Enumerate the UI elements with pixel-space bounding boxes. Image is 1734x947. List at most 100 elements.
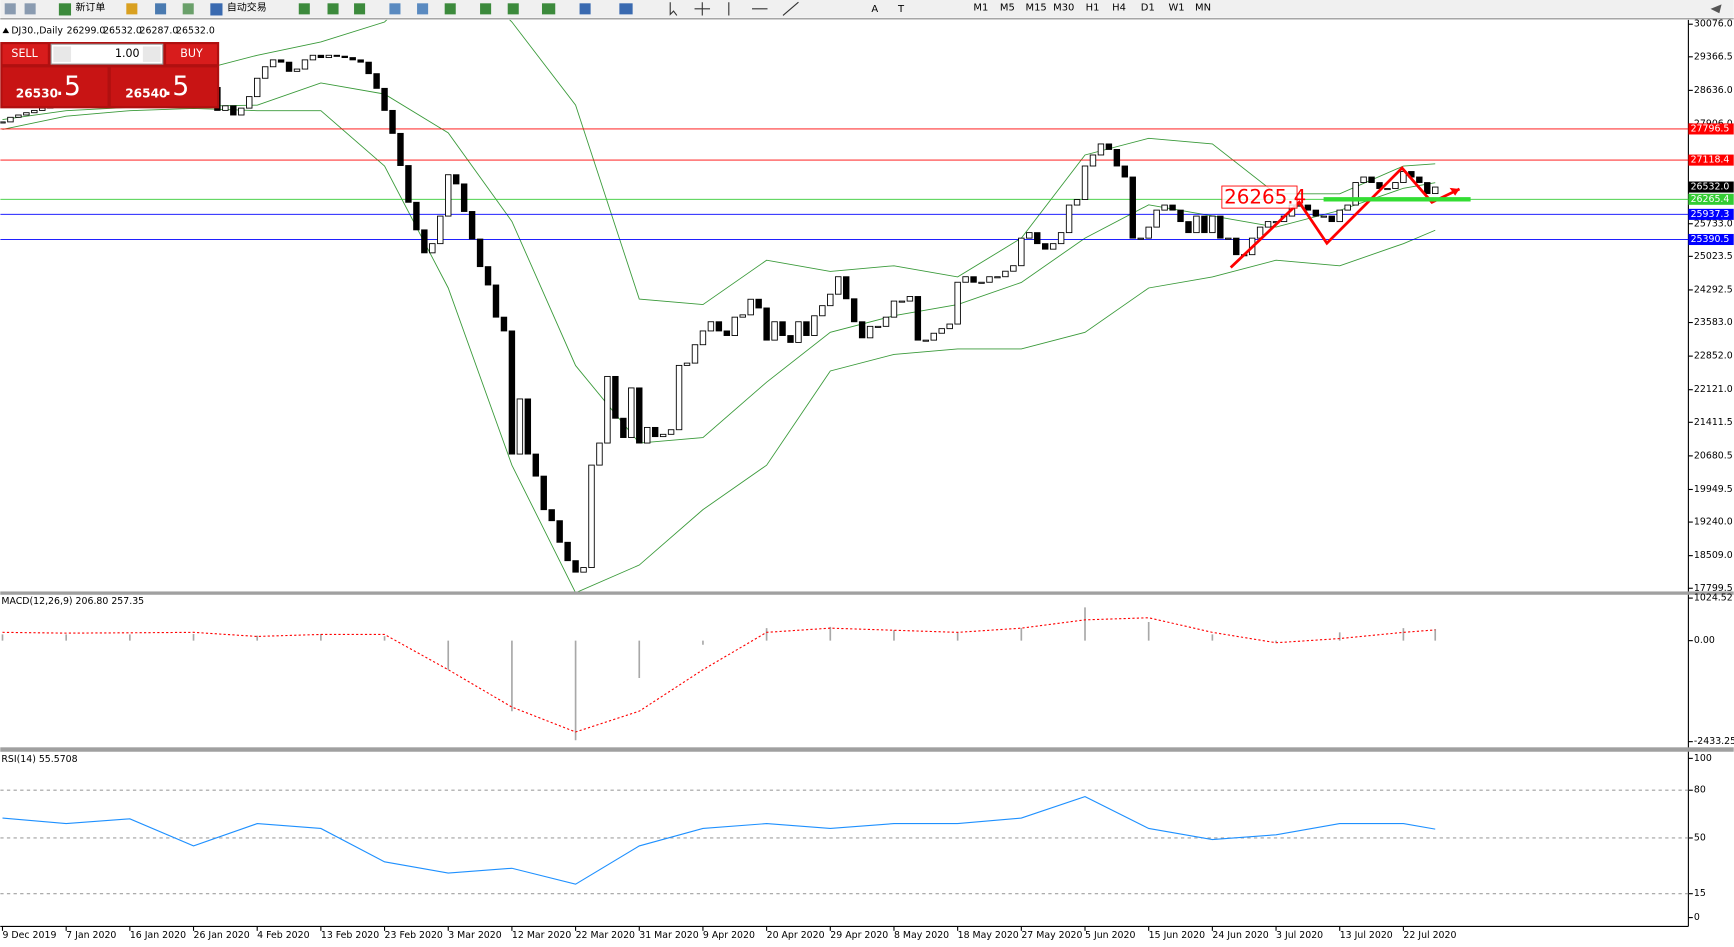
draw-icons[interactable] (728, 1, 799, 16)
level-label-bg (1688, 208, 1734, 220)
x-tick-label: 20 Apr 2020 (767, 930, 825, 941)
lot-input[interactable] (50, 43, 164, 65)
timeframe[interactable]: M1 (973, 3, 988, 14)
candle (946, 323, 953, 330)
y-tick-label: 0 (1694, 912, 1700, 923)
candle (803, 321, 810, 336)
candle (317, 54, 325, 59)
candle (1424, 182, 1431, 195)
timeframe[interactable]: M5 (1000, 3, 1015, 14)
lot-value[interactable]: 1.00 (115, 47, 140, 60)
candle (620, 417, 627, 438)
buy-price[interactable]: 26540 (125, 86, 167, 100)
icon[interactable] (24, 3, 36, 15)
candle (1065, 204, 1073, 234)
text-tool[interactable]: A (871, 4, 878, 15)
timeframe[interactable]: MN (1195, 3, 1211, 14)
ohlc-open: 26299.0 (67, 25, 106, 36)
candle (1193, 215, 1200, 234)
buy-button[interactable] (166, 44, 217, 65)
x-tick-label: 31 Mar 2020 (639, 930, 698, 941)
candle (476, 238, 484, 268)
icon[interactable] (354, 3, 366, 15)
buy-price-box[interactable] (110, 67, 217, 107)
candle (1010, 265, 1017, 272)
x-tick-label: 26 Jan 2020 (194, 930, 250, 941)
icon[interactable] (298, 3, 310, 15)
level-label-bg (1688, 193, 1734, 205)
candle (644, 426, 651, 444)
timeframe[interactable]: H1 (1086, 3, 1100, 14)
timeframe[interactable]: H4 (1112, 3, 1126, 14)
candle (413, 201, 420, 231)
auto-trading-icon[interactable] (210, 3, 223, 16)
panel-separator (0, 591, 1734, 595)
sell-label[interactable]: SELL (11, 47, 38, 60)
candle (437, 215, 444, 245)
lot-down[interactable] (53, 46, 72, 62)
y-tick-label: 30076.0 (1694, 19, 1733, 30)
cursor-icon[interactable] (669, 2, 678, 16)
crosshair-icon[interactable] (694, 2, 711, 16)
sell-price[interactable]: 26530 (16, 86, 58, 100)
candle (1026, 232, 1033, 239)
candle (1209, 215, 1216, 234)
candle (230, 105, 237, 116)
auto-trading[interactable]: 自动交易 (227, 1, 267, 14)
icon[interactable] (507, 3, 519, 15)
macd-plot (1, 607, 1437, 741)
x-tick-label: 22 Jul 2020 (1403, 930, 1456, 941)
candle (0, 121, 6, 124)
candle (500, 316, 508, 332)
timeframe[interactable]: M15 (1026, 3, 1047, 14)
icon[interactable] (182, 3, 194, 15)
icon[interactable] (480, 3, 492, 15)
candle (1177, 209, 1184, 223)
icon[interactable] (417, 3, 429, 15)
candle (381, 87, 388, 111)
candle (795, 321, 802, 343)
candle (890, 300, 898, 318)
timeframe[interactable]: W1 (1168, 3, 1184, 14)
icon[interactable] (126, 3, 138, 15)
icon[interactable] (1710, 4, 1722, 14)
x-tick-label: 7 Jan 2020 (66, 930, 116, 941)
icon[interactable] (444, 3, 456, 15)
icon[interactable] (4, 3, 16, 15)
candle (1185, 221, 1192, 234)
buy-fraction[interactable]: .5 (164, 71, 189, 102)
y-tick-label: 80 (1694, 785, 1706, 796)
new-order[interactable]: 新订单 (75, 1, 105, 14)
collapse-icon[interactable] (2, 27, 10, 34)
y-tick-label: 29366.5 (1694, 51, 1733, 62)
candle (667, 429, 675, 435)
x-tick-label: 22 Mar 2020 (576, 930, 635, 941)
candle (866, 325, 874, 339)
new-order-icon[interactable] (58, 3, 72, 16)
sell-button[interactable] (2, 44, 48, 65)
candle (986, 276, 993, 283)
candle (1049, 243, 1057, 250)
icon[interactable] (579, 3, 591, 15)
candle (819, 305, 826, 317)
icon[interactable] (541, 3, 556, 15)
level-label: 27118.4 (1691, 155, 1730, 166)
icon[interactable] (327, 3, 339, 15)
icon[interactable] (619, 3, 633, 15)
label-tool[interactable]: T (897, 4, 905, 15)
sell-price-box[interactable] (2, 67, 108, 107)
candle (994, 276, 1001, 279)
lot-up[interactable] (142, 46, 161, 62)
y-tick-label: 24292.5 (1694, 284, 1733, 295)
timeframe[interactable]: M30 (1053, 3, 1074, 14)
icon[interactable] (155, 3, 167, 15)
bollinger-lower (2, 108, 1436, 592)
candle (349, 57, 356, 61)
candle (850, 298, 858, 323)
timeframe[interactable]: D1 (1141, 3, 1155, 14)
trade-panel: SELL 1.00 BUY 26530 .5 26540 .5 (0, 42, 220, 109)
icon[interactable] (389, 3, 401, 15)
candle (596, 442, 603, 466)
buy-label[interactable]: BUY (180, 47, 203, 60)
sell-fraction[interactable]: .5 (56, 71, 81, 102)
